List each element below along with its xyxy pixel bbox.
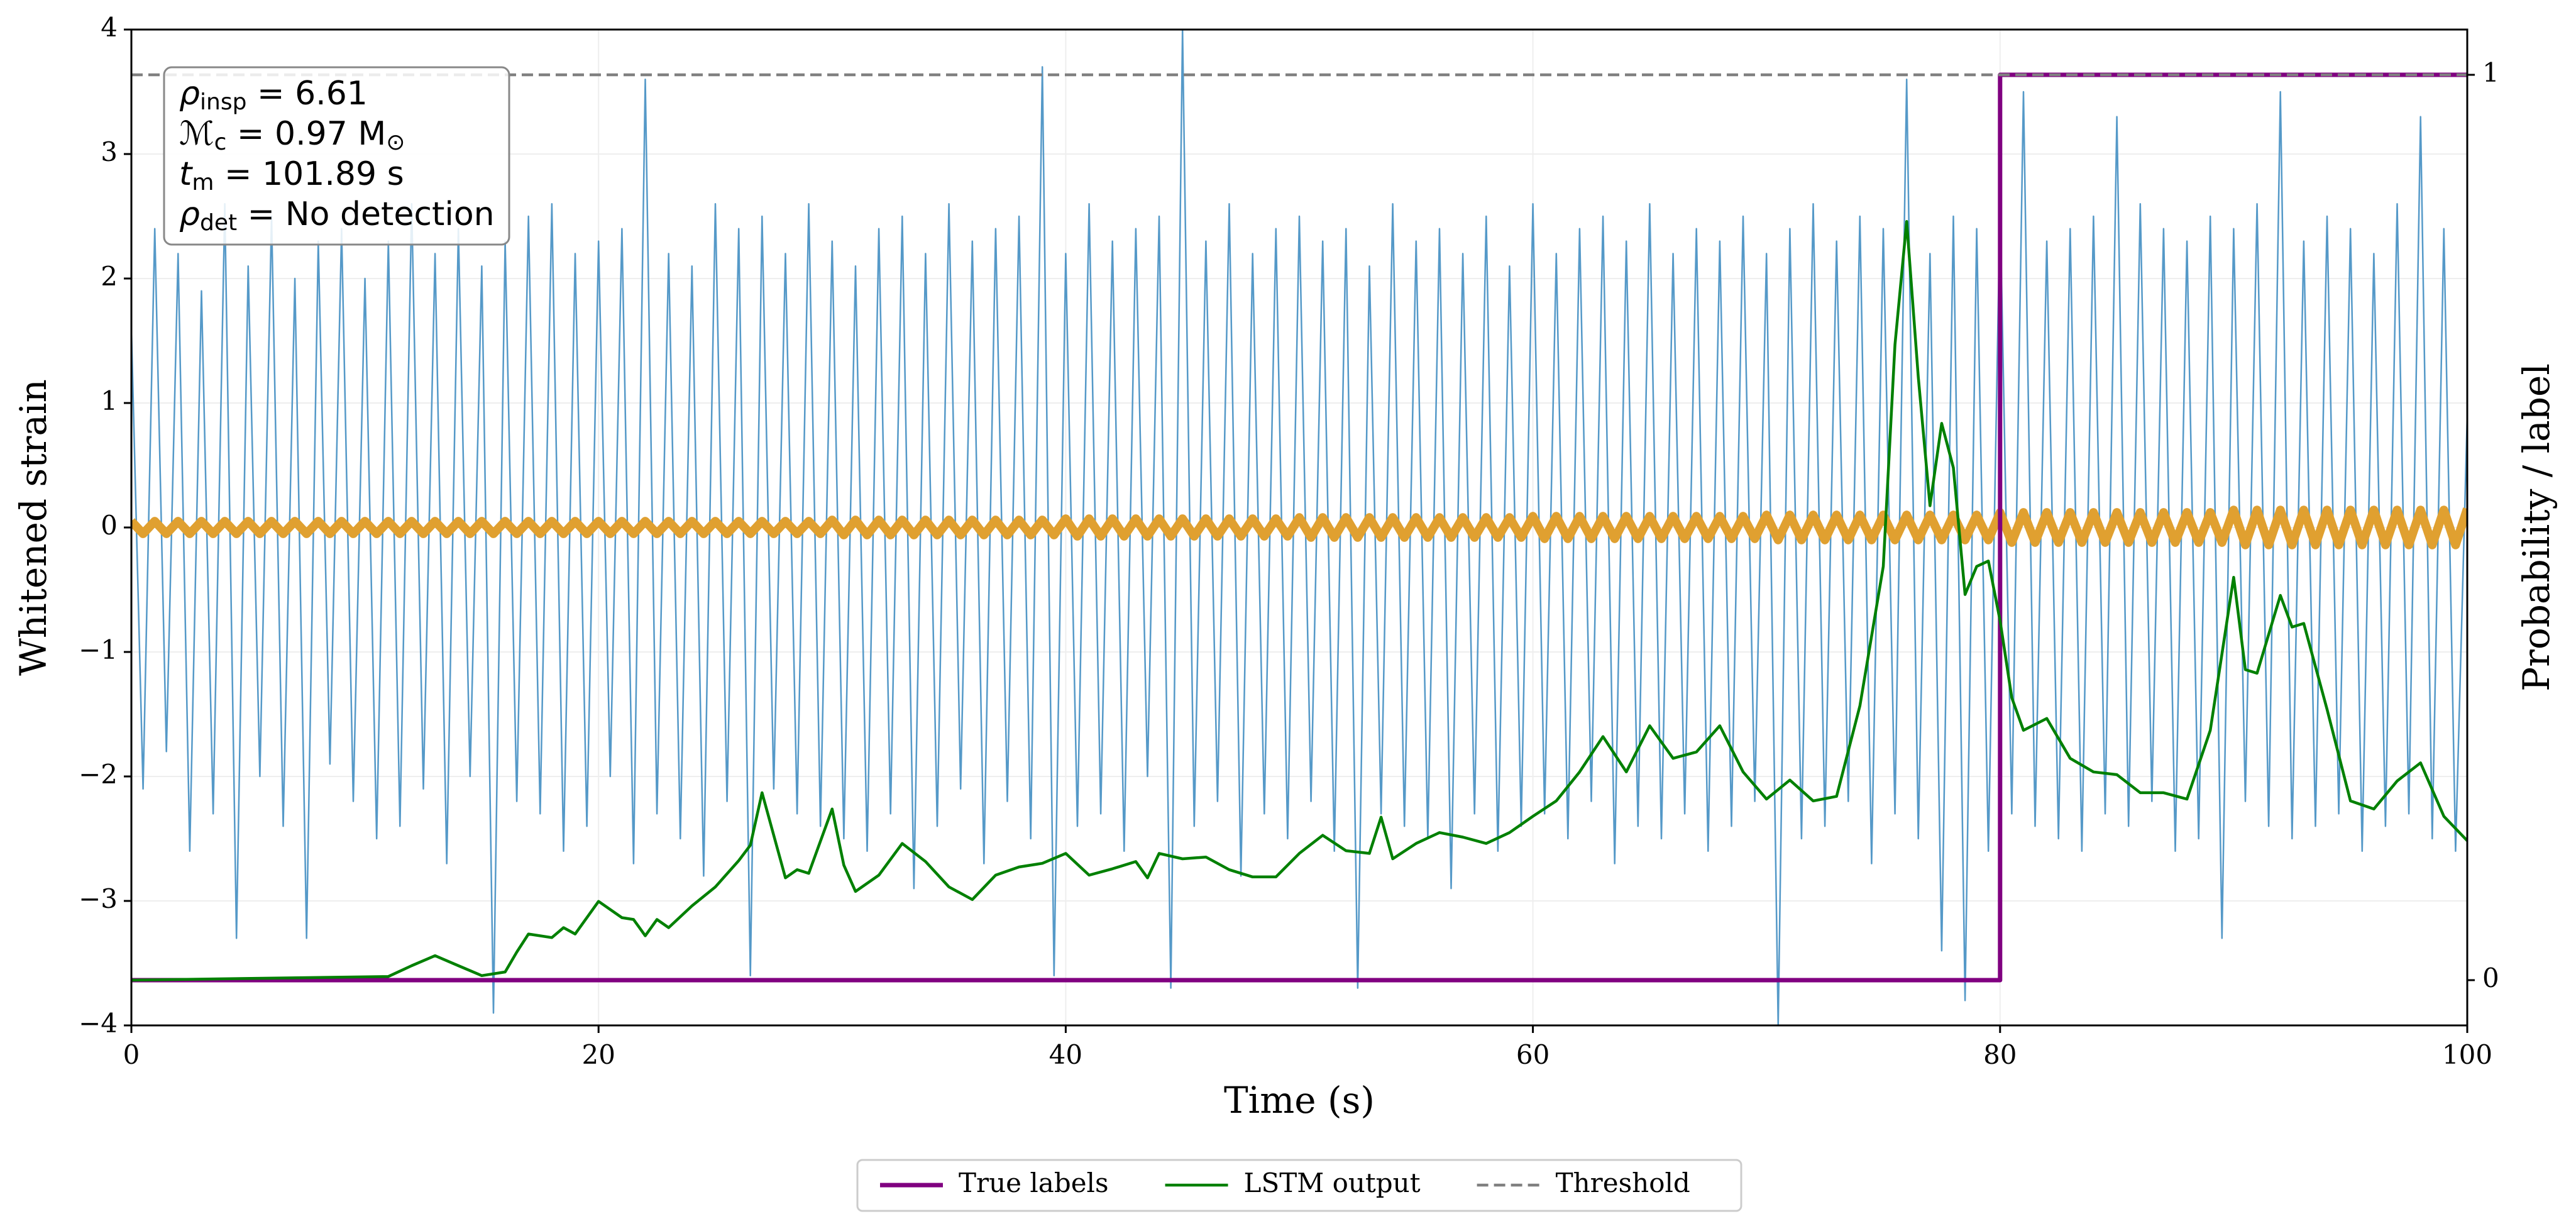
legend: True labels LSTM output Threshold <box>880 1168 1690 1198</box>
y-tick-label: 1 <box>101 385 118 416</box>
y2-axis-label: Probability / label <box>2515 363 2558 692</box>
x-tick-label: 20 <box>581 1039 615 1070</box>
annotation-sub: ⊙ <box>386 130 405 155</box>
annotation-part: t <box>179 155 193 193</box>
x-tick-label: 60 <box>1516 1039 1549 1070</box>
y2-tick-label: 0 <box>2482 963 2499 993</box>
annotation: ρdet = No detection <box>179 196 495 236</box>
annotation-part: ρ <box>179 196 200 233</box>
annotation-part: = 101.89 s <box>214 155 404 193</box>
annotation-box <box>163 66 510 246</box>
x-tick-label: 80 <box>1983 1039 2017 1070</box>
annotation-part: = No detection <box>237 196 494 233</box>
legend-label: LSTM output <box>1244 1168 1421 1198</box>
y-tick-label: −3 <box>79 883 118 914</box>
annotation-sub: det <box>200 210 237 236</box>
y-axis-label: Whitened strain <box>12 379 55 676</box>
series-line <box>131 220 2467 982</box>
annotation: tm = 101.89 s <box>179 155 404 196</box>
annotation-part: ρ <box>179 75 200 113</box>
annotation-part: ℳ <box>179 115 214 153</box>
annotation-part: = 6.61 <box>246 75 367 113</box>
x-axis-label: Time (s) <box>1224 1079 1375 1122</box>
legend-box <box>856 1159 1742 1212</box>
annotation-sub: m <box>192 170 214 196</box>
annotation: ρinsp = 6.61 <box>179 75 368 115</box>
series-line <box>131 30 2467 1025</box>
x-tick-label: 100 <box>2442 1039 2492 1070</box>
legend-label: Threshold <box>1556 1168 1690 1198</box>
plot-area <box>131 30 2467 1025</box>
series-line <box>131 72 2467 983</box>
y-tick-label: 3 <box>101 136 118 167</box>
y-tick-label: 4 <box>101 12 118 43</box>
annotation-part: = 0.97 M <box>226 115 386 153</box>
y2-tick-label: 1 <box>2482 57 2499 88</box>
series-line <box>131 505 2467 549</box>
y-tick-label: 0 <box>101 510 118 541</box>
legend-label: True labels <box>959 1168 1109 1198</box>
y-tick-label: −1 <box>79 634 118 665</box>
annotation-sub: c <box>214 130 227 155</box>
annotation-sub: insp <box>200 89 246 115</box>
y-tick-label: −2 <box>79 759 118 790</box>
x-tick-label: 0 <box>123 1039 140 1070</box>
y-tick-label: 2 <box>101 261 118 292</box>
annotation: ℳc = 0.97 M⊙ <box>179 115 405 155</box>
x-tick-label: 40 <box>1049 1039 1082 1070</box>
y-tick-label: −4 <box>79 1008 118 1039</box>
